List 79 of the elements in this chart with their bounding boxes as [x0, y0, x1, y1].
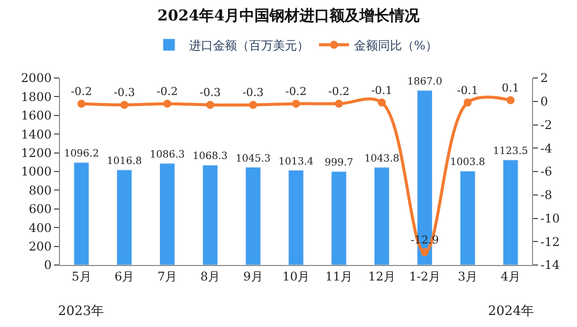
data-label: 1043.8	[364, 153, 400, 164]
y-tick-label: 600	[28, 202, 52, 216]
y2-tick-label: -12	[540, 234, 560, 249]
y2-tick-label: 2	[540, 71, 548, 86]
data-label: -0.2	[328, 84, 350, 98]
bar	[160, 163, 176, 265]
y2-tick-label: -2	[540, 118, 552, 132]
point	[378, 98, 386, 107]
point	[506, 96, 515, 104]
legend-label: 金额同比（%）	[354, 38, 438, 52]
bar	[245, 167, 261, 265]
data-label: 1003.8	[450, 157, 486, 168]
bar	[331, 171, 347, 265]
point	[163, 100, 172, 108]
data-label: -0.3	[200, 86, 221, 100]
x-tick-label: 4月	[500, 269, 520, 284]
data-label: 1086.3	[150, 149, 185, 160]
x-tick-label: 8月	[200, 269, 220, 284]
data-label: -0.3	[114, 86, 135, 100]
y2-tick-label: 0	[540, 94, 548, 109]
x-tick-label: 9月	[243, 269, 263, 284]
y-tick-label: 400	[28, 220, 52, 235]
x-tick-label: 6月	[114, 269, 134, 284]
data-label: -0.1	[371, 84, 392, 97]
point	[420, 248, 429, 256]
data-label: -12.9	[410, 233, 439, 246]
legend-label: 进口金额（百万美元）	[189, 38, 309, 52]
y-tick-label: 0	[44, 258, 52, 272]
bar	[202, 164, 218, 265]
text: 2024年	[488, 304, 534, 319]
y-tick-label: 1800	[21, 90, 52, 104]
chart-title: 2024年4月中国钢材进口额及增长情况	[157, 6, 421, 24]
data-label: -0.2	[285, 84, 307, 98]
y-tick-label: 200	[28, 240, 52, 254]
data-label: -0.2	[156, 84, 178, 98]
point	[249, 100, 258, 109]
y-tick-label: 2000	[21, 71, 52, 86]
x-tick-label: 7月	[157, 269, 178, 284]
point	[120, 100, 128, 109]
y-tick-label: 1000	[21, 164, 52, 179]
data-label: 1123.5	[493, 146, 528, 157]
data-label: 999.7	[324, 158, 354, 169]
data-label: 0.1	[502, 81, 520, 94]
data-label: 1068.3	[192, 151, 228, 162]
data-label: 1016.8	[106, 156, 142, 167]
y-tick-label: 1400	[21, 127, 52, 142]
y2-tick-label: -6	[540, 164, 552, 179]
bar	[374, 167, 390, 265]
x-tick-label: 11月	[325, 269, 353, 284]
data-label: 1045.3	[236, 153, 271, 164]
y2-tick-label: -14	[540, 258, 560, 272]
y-tick-label: 800	[28, 183, 52, 198]
y-tick-label: 1200	[21, 146, 52, 160]
point	[464, 98, 472, 107]
text: 2023年	[58, 304, 104, 319]
bar	[288, 170, 304, 265]
data-label: 1013.4	[278, 156, 314, 168]
point	[77, 100, 86, 108]
x-tick-label: 10月	[282, 269, 310, 284]
y-tick-label: 1600	[21, 108, 52, 123]
x-tick-label: 12月	[368, 269, 396, 284]
x-tick-label: 5月	[72, 269, 92, 284]
point	[292, 100, 300, 108]
bar	[116, 170, 132, 265]
y2-tick-label: -10	[540, 211, 560, 226]
point	[206, 100, 214, 109]
bar	[502, 160, 518, 265]
data-label: -0.1	[457, 84, 478, 97]
data-label: -0.3	[242, 86, 264, 100]
bar	[74, 162, 90, 265]
data-label: -0.2	[70, 84, 92, 98]
y2-tick-label: -4	[540, 141, 552, 156]
bar	[460, 170, 476, 265]
data-label: 1867.0	[407, 76, 442, 88]
x-tick-label: 3月	[458, 269, 478, 284]
data-label: 1096.2	[64, 148, 99, 160]
y2-tick-label: -8	[540, 188, 552, 202]
point	[334, 100, 343, 108]
x-tick-label: 1-2月	[409, 269, 440, 284]
